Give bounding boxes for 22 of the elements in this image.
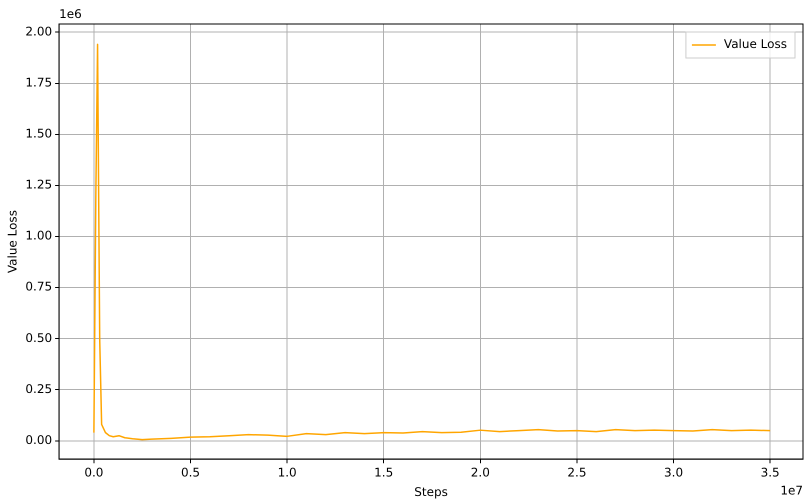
y-tick-label: 0.50 <box>25 330 52 345</box>
x-tick-label: 2.0 <box>470 466 490 480</box>
text: 1e7 <box>780 483 803 498</box>
x-tick-label: 2.5 <box>567 466 586 480</box>
x-tick-label: 1.0 <box>278 466 297 480</box>
x-axis-title: Steps <box>414 484 448 499</box>
x-tick-label: 1.5 <box>374 466 394 480</box>
x-tick-label: 0.0 <box>84 466 104 480</box>
x-tick-label: 3.5 <box>760 466 780 480</box>
legend-label: Value Loss <box>724 37 788 52</box>
y-axis-title: Value Loss <box>5 210 20 274</box>
y-tick-label: 1.00 <box>25 228 52 243</box>
y-tick-label: 2.00 <box>25 24 52 38</box>
text: 1e6 <box>59 7 82 22</box>
x-tick-label: 0.5 <box>180 466 200 480</box>
y-tick-label: 0.75 <box>25 280 52 294</box>
y-tick-label: 1.50 <box>25 126 52 140</box>
y-tick-label: 1.25 <box>25 178 52 192</box>
x-tick-label: 3.0 <box>664 466 684 480</box>
y-tick-label: 0.25 <box>25 382 52 396</box>
y-tick-label: 1.75 <box>25 75 52 90</box>
y-tick-label: 0.00 <box>25 432 52 447</box>
